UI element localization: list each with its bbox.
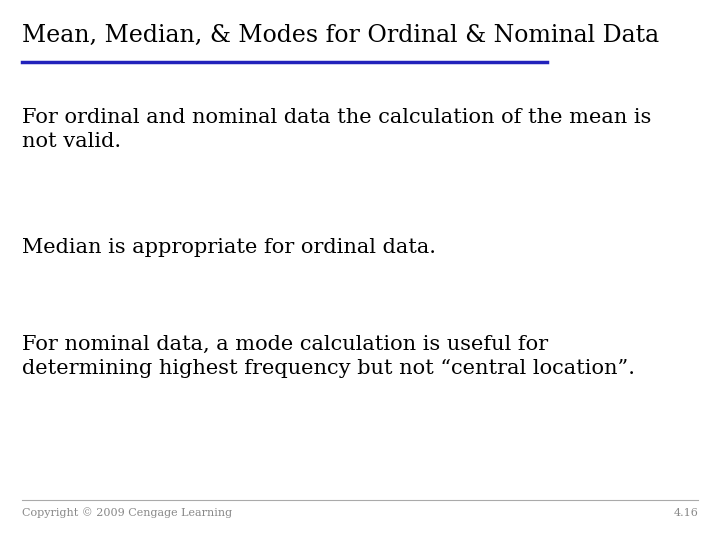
Text: For ordinal and nominal data the calculation of the mean is
not valid.: For ordinal and nominal data the calcula… — [22, 108, 651, 151]
Text: Copyright © 2009 Cengage Learning: Copyright © 2009 Cengage Learning — [22, 508, 232, 518]
Text: Median is appropriate for ordinal data.: Median is appropriate for ordinal data. — [22, 238, 436, 256]
Text: Mean, Median, & Modes for Ordinal & Nominal Data: Mean, Median, & Modes for Ordinal & Nomi… — [22, 24, 659, 48]
Text: 4.16: 4.16 — [673, 508, 698, 518]
Text: For nominal data, a mode calculation is useful for
determining highest frequency: For nominal data, a mode calculation is … — [22, 335, 634, 378]
